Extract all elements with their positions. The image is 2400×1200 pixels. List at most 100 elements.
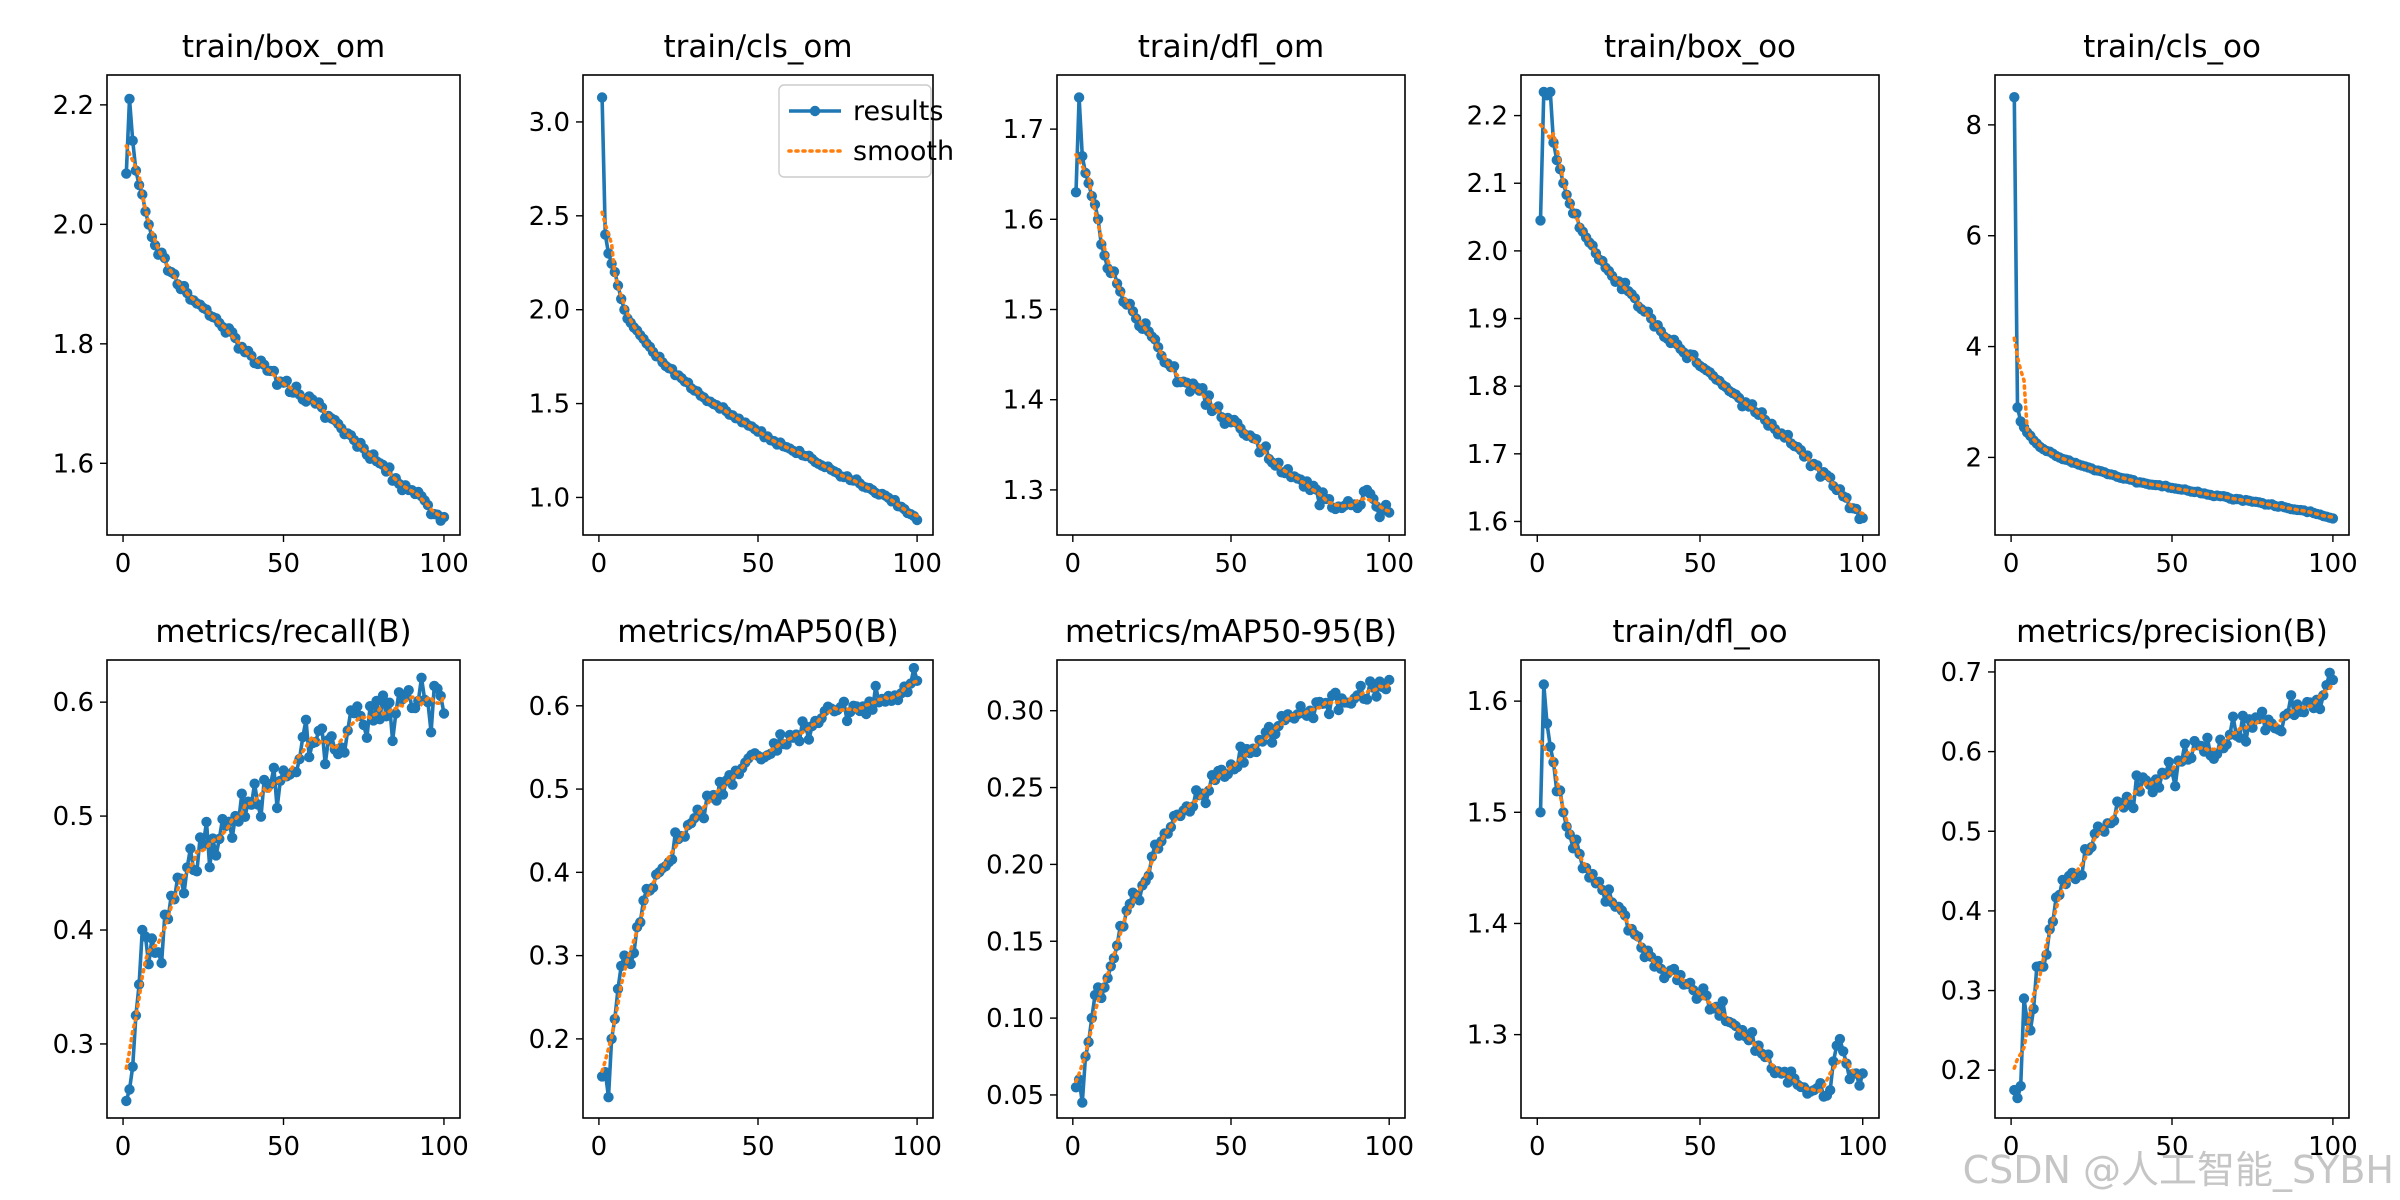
results-markers bbox=[2009, 92, 2339, 524]
results-point bbox=[803, 734, 815, 745]
results-point bbox=[867, 704, 878, 715]
subplot-10: metrics/precision(B) 0.2 0.3 0.4 0.5 0.6 0.7 0 5… bbox=[1941, 614, 2358, 1162]
results-point bbox=[1825, 1085, 1836, 1096]
y-tick-label: 4 bbox=[1965, 333, 1982, 363]
x-tick-label: 100 bbox=[419, 1132, 469, 1162]
plot-frame bbox=[1520, 74, 1880, 536]
results-point bbox=[1541, 718, 1553, 729]
x-tick-label: 100 bbox=[2308, 1132, 2358, 1162]
results-point bbox=[838, 696, 850, 707]
results-point bbox=[227, 832, 238, 843]
results-point bbox=[1828, 1056, 1839, 1067]
x-tick-label: 0 bbox=[1065, 1132, 1082, 1162]
results-point bbox=[156, 957, 167, 969]
legend-results-marker bbox=[809, 105, 821, 117]
results-point bbox=[609, 1013, 620, 1025]
x-tick-label: 50 bbox=[1683, 549, 1716, 579]
results-point bbox=[191, 866, 203, 877]
y-tick-label: 1.8 bbox=[53, 330, 94, 360]
results-point bbox=[403, 685, 414, 696]
x-tick-label: 0 bbox=[2003, 1132, 2020, 1162]
subplot-8: metrics/mAP50-95(B) 0.05 0.10 0.15 0.20 0.25 0… bbox=[986, 614, 1414, 1162]
smooth-line bbox=[600, 679, 919, 1073]
results-point bbox=[2163, 756, 2174, 768]
results-point bbox=[1838, 1046, 1849, 1057]
results-point bbox=[1314, 500, 1325, 511]
y-tick-label: 2.5 bbox=[529, 202, 570, 232]
y-tick-label: 2.0 bbox=[1467, 237, 1508, 267]
results-point bbox=[2076, 870, 2088, 881]
results-point bbox=[1763, 1049, 1774, 1060]
results-point bbox=[2012, 1092, 2023, 1104]
y-tick-label: 1.6 bbox=[1003, 205, 1044, 235]
results-point bbox=[2186, 752, 2197, 764]
x-tick-label: 0 bbox=[1529, 549, 1546, 579]
results-point bbox=[2227, 711, 2239, 722]
subplot-7: metrics/mAP50(B) 0.2 0.3 0.4 0.5 0.6 0 50 100 bbox=[529, 614, 942, 1162]
y-tick-label: 2.2 bbox=[1467, 102, 1508, 132]
x-tick-label: 50 bbox=[2155, 549, 2188, 579]
plot-frame bbox=[1994, 659, 2350, 1119]
legend-smooth-label: smooth bbox=[853, 136, 954, 167]
results-point bbox=[2202, 732, 2213, 743]
results-point bbox=[1668, 963, 1680, 975]
results-point bbox=[291, 767, 302, 778]
x-tick-label: 100 bbox=[892, 1132, 942, 1162]
results-point bbox=[1260, 441, 1272, 452]
results-point bbox=[1077, 1097, 1088, 1108]
x-tick-label: 50 bbox=[2155, 1132, 2188, 1162]
results-point bbox=[1371, 691, 1382, 702]
smooth-line bbox=[1074, 682, 1391, 1084]
y-tick-label: 0.3 bbox=[529, 942, 570, 972]
results-point bbox=[339, 747, 350, 758]
results-point bbox=[1266, 737, 1278, 748]
y-tick-label: 0.5 bbox=[1941, 817, 1982, 847]
x-tick-label: 50 bbox=[1683, 1132, 1716, 1162]
csdn-watermark: CSDN @人工智能_SYBH bbox=[1962, 1148, 2394, 1192]
y-tick-label: 1.7 bbox=[1003, 115, 1044, 145]
x-tick-label: 0 bbox=[2003, 549, 2020, 579]
smooth-line bbox=[124, 144, 446, 519]
results-point bbox=[153, 947, 164, 958]
y-tick-label: 0.6 bbox=[1941, 738, 1982, 768]
results-point bbox=[2153, 782, 2165, 793]
x-tick-label: 0 bbox=[115, 1132, 132, 1162]
y-tick-label: 1.5 bbox=[529, 390, 570, 420]
results-point bbox=[124, 1084, 135, 1095]
y-tick-label: 1.8 bbox=[1467, 372, 1508, 402]
results-point bbox=[210, 850, 222, 861]
results-point bbox=[1717, 996, 1729, 1007]
results-point bbox=[1535, 215, 1546, 226]
x-tick-label: 100 bbox=[2308, 549, 2358, 579]
legend-results-label: results bbox=[853, 96, 943, 127]
x-tick-label: 50 bbox=[741, 549, 774, 579]
x-tick-label: 0 bbox=[1529, 1132, 1546, 1162]
results-markers bbox=[2009, 667, 2339, 1104]
results-point bbox=[1535, 807, 1546, 818]
x-tick-label: 50 bbox=[1214, 549, 1247, 579]
x-tick-label: 100 bbox=[419, 549, 469, 579]
results-point bbox=[1134, 895, 1145, 906]
results-point bbox=[1203, 785, 1215, 796]
y-tick-label: 1.7 bbox=[1467, 440, 1508, 470]
results-point bbox=[1263, 721, 1275, 733]
x-tick-label: 100 bbox=[1364, 549, 1414, 579]
x-tick-label: 50 bbox=[1214, 1132, 1247, 1162]
results-point bbox=[390, 708, 401, 719]
x-tick-label: 100 bbox=[1838, 1132, 1888, 1162]
subplot-4: train/box_oo 1.6 1.7 1.8 1.9 2.0 2.1 2.2 0 50 100 bbox=[1467, 29, 1888, 579]
results-point bbox=[2285, 690, 2297, 701]
y-tick-label: 0.6 bbox=[529, 692, 570, 722]
legend: results smooth bbox=[778, 84, 954, 178]
results-point bbox=[1538, 679, 1550, 690]
results-point bbox=[1782, 429, 1794, 441]
results-markers bbox=[1070, 92, 1395, 523]
results-markers bbox=[1535, 679, 1868, 1102]
y-tick-label: 1.5 bbox=[1003, 296, 1044, 326]
results-line bbox=[1538, 682, 1865, 1099]
results-point bbox=[1361, 694, 1373, 705]
x-tick-label: 50 bbox=[267, 1132, 300, 1162]
y-tick-label: 2.0 bbox=[529, 296, 570, 326]
x-tick-label: 0 bbox=[115, 549, 132, 579]
results-point bbox=[1834, 1033, 1846, 1045]
